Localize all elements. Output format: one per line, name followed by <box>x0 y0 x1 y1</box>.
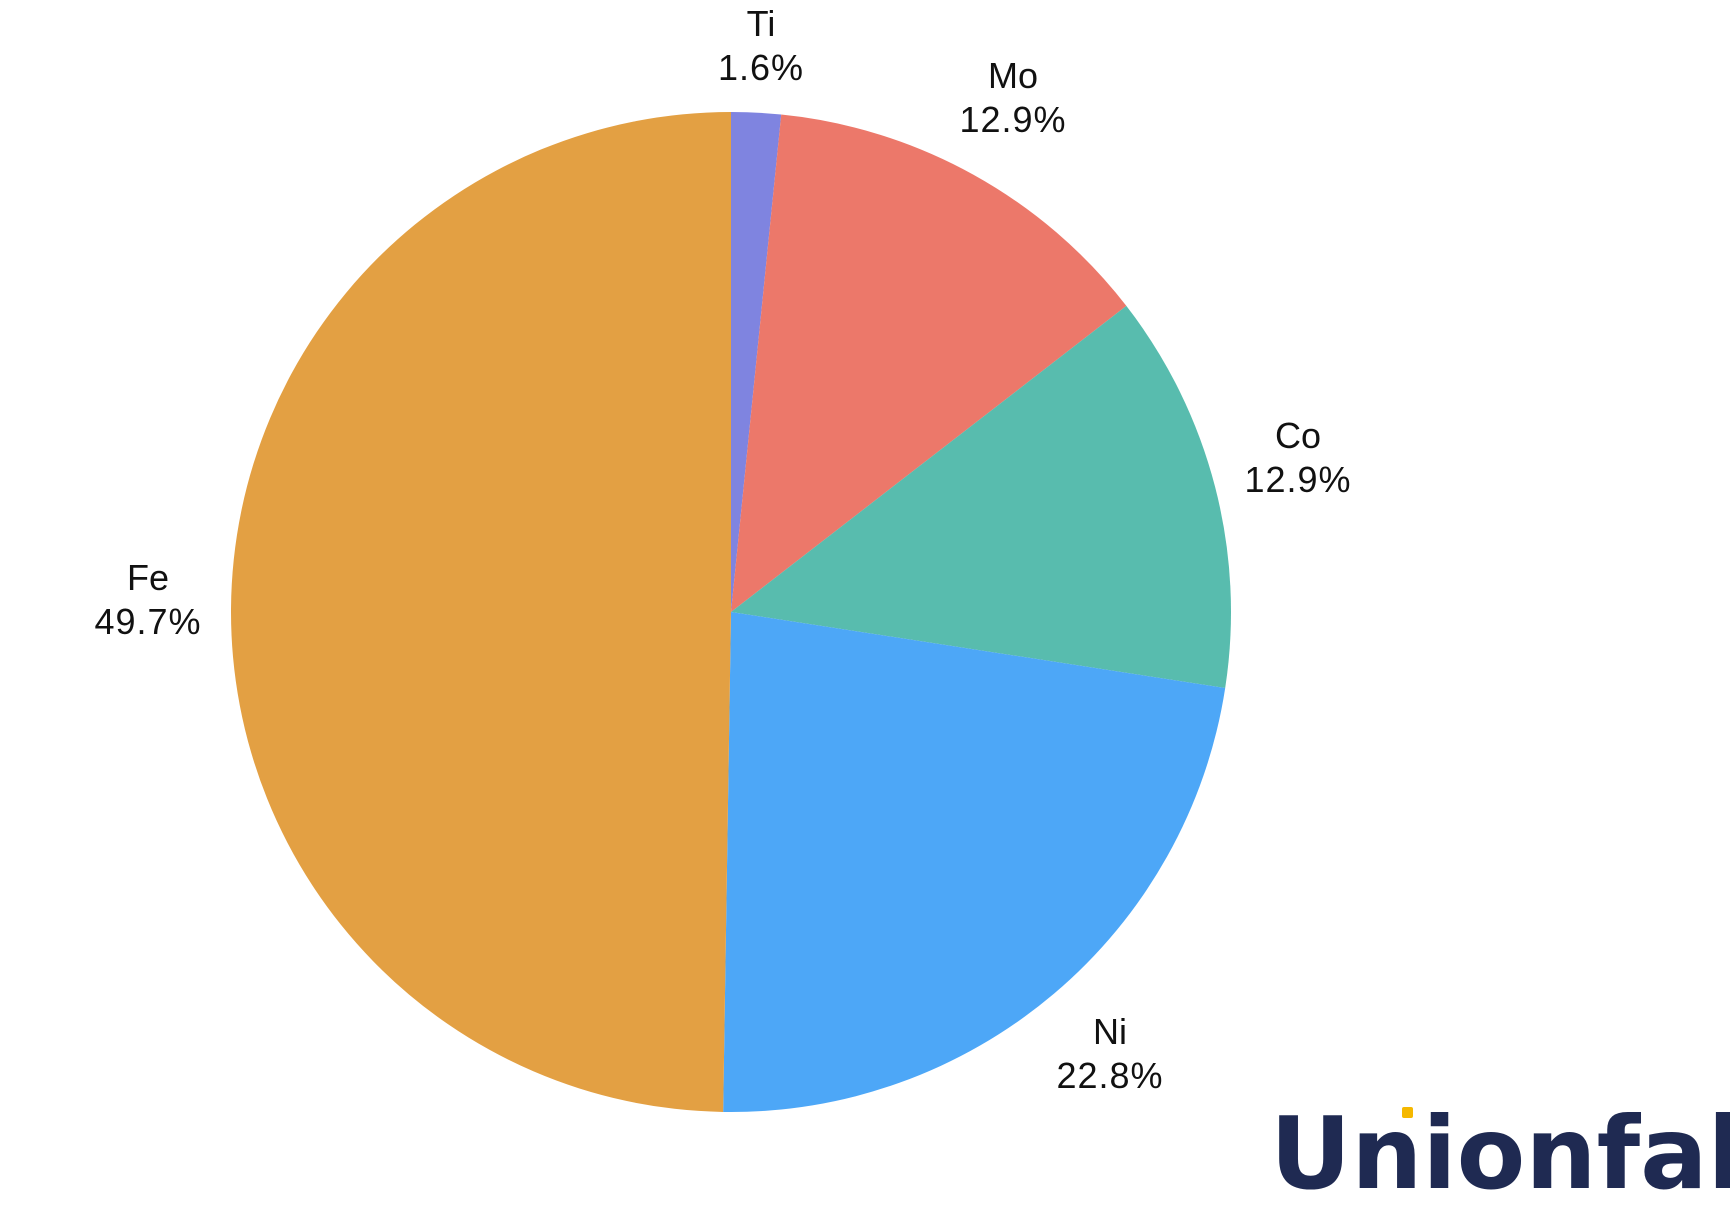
logo-accent-mark <box>1402 1107 1413 1118</box>
slice-value-co: 12.9% <box>1244 459 1351 500</box>
slice-value-ni: 22.8% <box>1056 1055 1163 1096</box>
pie-slices <box>230 112 1231 1112</box>
slice-label-ni: Ni <box>1093 1011 1127 1052</box>
slice-label-co: Co <box>1275 415 1321 456</box>
brand-logo-text: Unionfab <box>1270 1095 1730 1212</box>
pie-slice-co <box>731 305 1231 688</box>
slice-value-mo: 12.9% <box>959 99 1066 140</box>
pie-slice-ni <box>723 612 1226 1112</box>
slice-label-mo: Mo <box>988 55 1038 96</box>
brand-logo: Unionfab <box>1270 1095 1730 1212</box>
slice-label-ti: Ti <box>747 3 776 44</box>
pie-slice-ti <box>731 112 782 612</box>
pie-slice-mo <box>731 114 1127 612</box>
pie-slice-fe <box>230 112 731 1112</box>
slice-label-fe: Fe <box>127 557 169 598</box>
slice-value-fe: 49.7% <box>94 601 201 642</box>
slice-value-ti: 1.6% <box>718 47 804 88</box>
